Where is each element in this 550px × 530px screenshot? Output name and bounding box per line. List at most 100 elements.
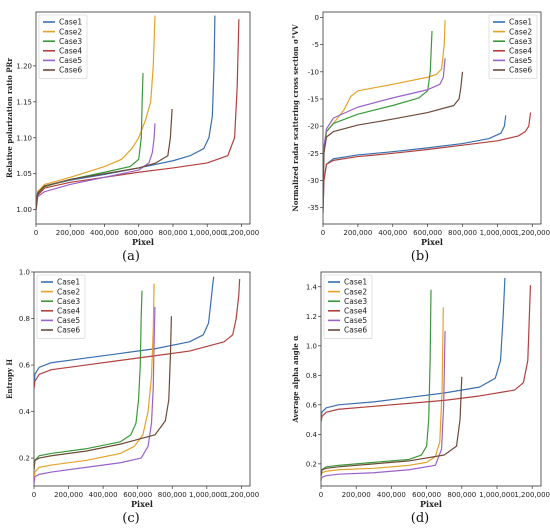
series-line-case4 [36, 19, 240, 210]
series-line-case3 [323, 31, 433, 197]
x-tick-label: 800,000 [158, 229, 187, 237]
chart-panel-c: 0 200,000 400,000 600,000 800,000 1,000,0001,… [5, 269, 259, 527]
chart-panel-d: 0 200,000 400,000 600,000 800,000 1,000,000 1,… [291, 271, 550, 526]
legend-entry: Case3 [344, 297, 367, 306]
y-tick-label: 0.8 [306, 372, 317, 380]
x-tick-label: 1,000,000 [479, 491, 515, 499]
series-line-case2 [323, 20, 446, 203]
y-axis-label: Relative polarization ratio PRr [5, 58, 14, 178]
legend-entry: Case6 [344, 326, 367, 335]
legend-entry: Case1 [59, 18, 82, 27]
legend-entry: Case1 [509, 18, 532, 27]
series-line-case5 [36, 123, 156, 210]
y-tick-label: 0.2 [19, 455, 30, 463]
plot-frame [35, 11, 251, 225]
x-tick-label: 1,200,000 [514, 491, 550, 499]
x-tick-label: 1,000,000 [480, 229, 516, 237]
series-line-case1 [321, 277, 506, 420]
x-tick-label: 800,000 [158, 491, 187, 499]
series-line-case3 [321, 289, 432, 476]
x-tick-label: 1,000,000 [189, 229, 225, 237]
y-axis-label: Average alpha angle α [291, 335, 300, 424]
plot-frame [322, 11, 542, 225]
legend-entry: Case1 [344, 278, 367, 287]
x-tick-label: 200,000 [56, 229, 85, 237]
y-tick-label: 1.05 [16, 170, 32, 178]
series-line-case2 [34, 283, 155, 482]
series-line-case5 [321, 331, 446, 482]
x-axis-label: Pixel [421, 237, 443, 247]
series-line-case6 [323, 71, 464, 197]
y-axis-label: Normalized radar scattering cross sectio… [291, 24, 300, 212]
legend-entry: Case4 [59, 47, 82, 56]
series-line-case1 [34, 276, 215, 389]
series-line-case4 [321, 285, 532, 423]
x-tick-label: 600,000 [412, 491, 441, 499]
x-tick-label: 400,000 [377, 491, 406, 499]
legend-entry: Case4 [57, 307, 80, 316]
y-tick-label: 1.0 [306, 342, 317, 350]
y-tick-label: 1.0 [19, 269, 30, 277]
x-tick-label: 0 [321, 229, 325, 237]
y-tick-label: 1.15 [16, 98, 32, 106]
series-line-case2 [321, 307, 444, 479]
x-tick-label: 600,000 [124, 229, 153, 237]
y-tick-label: 0.6 [19, 362, 31, 370]
x-tick-label: 200,000 [342, 491, 371, 499]
x-axis-label: Pixel [132, 237, 154, 247]
legend-entry: Case5 [509, 56, 532, 65]
x-tick-label: 400,000 [89, 491, 118, 499]
legend-entry: Case3 [509, 37, 532, 46]
legend-entry: Case2 [59, 27, 82, 36]
x-tick-label: 600,000 [413, 229, 442, 237]
legend-entry: Case6 [57, 326, 80, 335]
y-tick-label: 1.4 [306, 283, 318, 291]
y-tick-label: -25 [308, 150, 319, 158]
y-tick-label: 1.2 [306, 313, 317, 321]
chart-panel-b: 0 200,000 400,000 600,000 800,000 1,000,000 1,… [291, 11, 550, 264]
chart-panel-a: 0 200,000 400,000 600,000 800,000 1,000,0001,… [5, 11, 260, 264]
y-tick-label: 0.2 [306, 460, 317, 468]
legend-entry: Case3 [57, 297, 80, 306]
series-line-case5 [323, 58, 446, 197]
y-axis-label: Entropy H [5, 359, 14, 399]
x-tick-label: 1,200,000 [224, 491, 260, 499]
y-tick-label: -10 [308, 68, 319, 76]
x-tick-label: 1,000,000 [189, 491, 225, 499]
x-tick-label: 0 [32, 491, 36, 499]
panel-caption: (b) [411, 249, 429, 264]
series-line-case2 [36, 15, 156, 210]
legend-entry: Case4 [344, 307, 367, 316]
panel-caption: (c) [122, 511, 139, 526]
legend-entry: Case2 [57, 287, 80, 296]
y-tick-label: 0.6 [306, 401, 318, 409]
legend-entry: Case5 [59, 56, 82, 65]
x-axis-label: Pixel [420, 499, 442, 509]
x-tick-label: 0 [34, 229, 38, 237]
y-tick-label: -15 [308, 95, 319, 103]
x-tick-label: 400,000 [90, 229, 119, 237]
legend-entry: Case2 [344, 287, 367, 296]
series-line-case4 [323, 112, 532, 214]
x-tick-label: 600,000 [123, 491, 152, 499]
legend-entry: Case1 [57, 278, 80, 287]
x-axis-label: Pixel [131, 499, 153, 509]
series-line-case6 [34, 316, 172, 470]
y-tick-label: 0.4 [19, 408, 31, 416]
y-tick-label: -35 [308, 204, 319, 212]
plot-frame [320, 271, 542, 487]
y-tick-label: 0.4 [306, 431, 318, 439]
y-tick-label: -30 [308, 177, 319, 185]
legend-entry: Case5 [57, 316, 80, 325]
legend-entry: Case6 [59, 66, 82, 75]
x-tick-label: 1,200,000 [224, 229, 260, 237]
x-tick-label: 1,200,000 [514, 229, 550, 237]
y-tick-label: -5 [312, 41, 319, 49]
y-tick-label: -20 [308, 123, 319, 131]
legend-entry: Case3 [59, 37, 82, 46]
